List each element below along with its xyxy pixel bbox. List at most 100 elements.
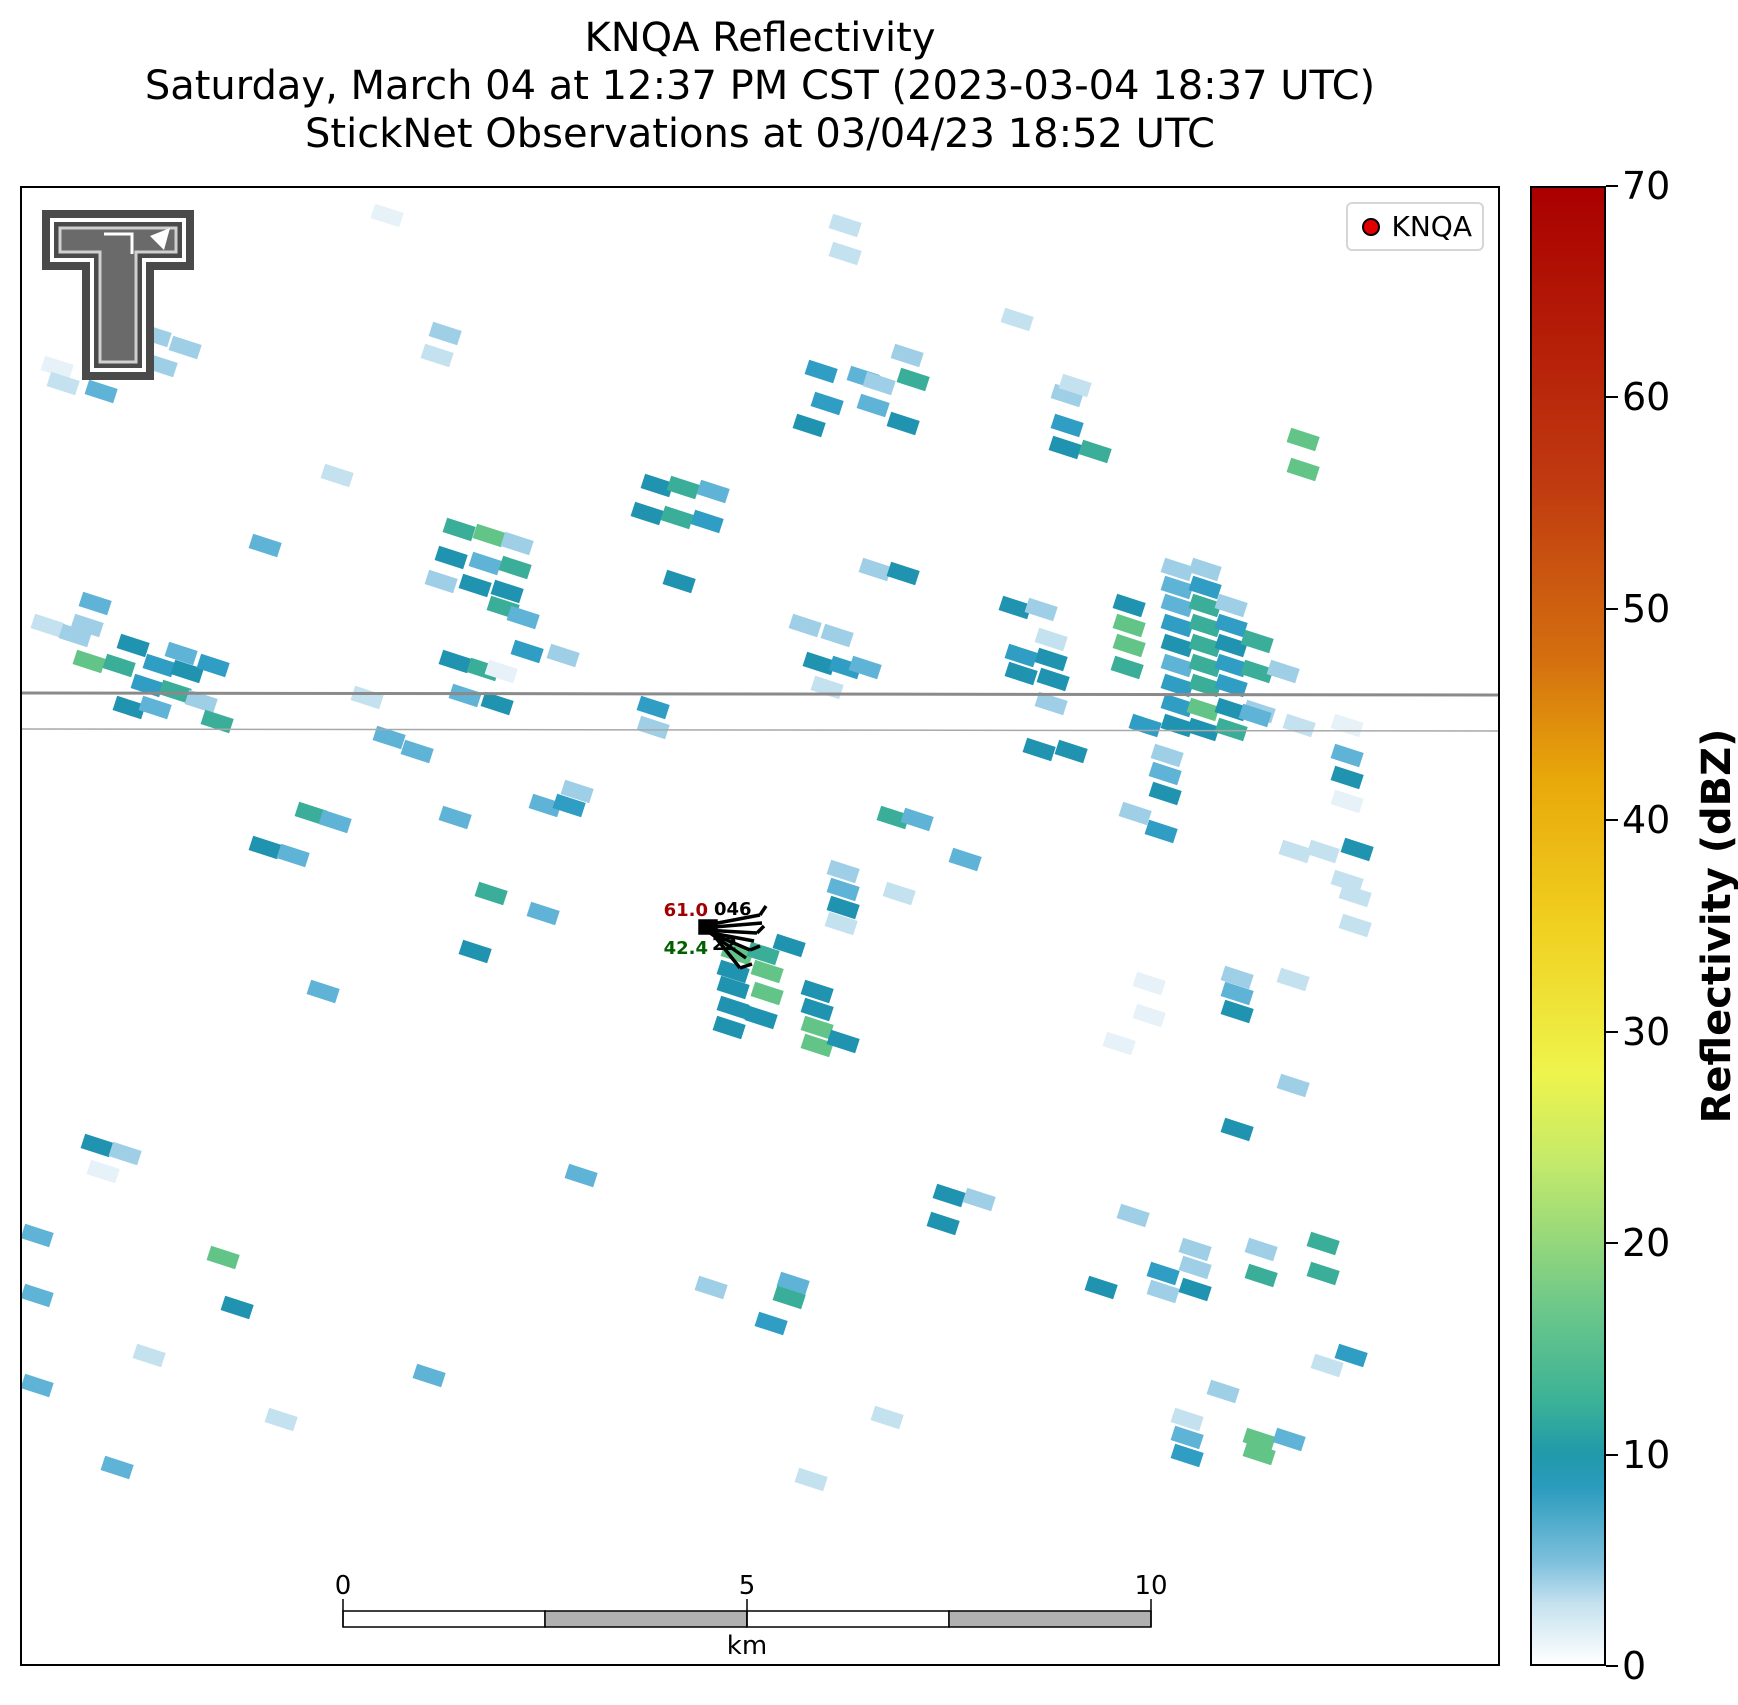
- echo-cell: [1160, 633, 1194, 658]
- echo-cell: [800, 979, 834, 1004]
- echo-cell: [1150, 743, 1184, 768]
- echo-cell: [1282, 713, 1316, 738]
- radar-map[interactable]: 61.0 42.4 046 22: [20, 186, 1500, 1666]
- echo-cell: [428, 321, 462, 346]
- echo-cell: [1178, 1277, 1212, 1302]
- echo-cell: [858, 557, 892, 582]
- echo-cell: [1238, 703, 1272, 728]
- echo-cell: [890, 343, 924, 368]
- echo-cell: [848, 655, 882, 680]
- echo-cell: [168, 335, 202, 360]
- echo-cell: [320, 463, 354, 488]
- echo-cell: [820, 623, 854, 648]
- echo-cell: [870, 1405, 904, 1430]
- echo-cell: [506, 605, 540, 630]
- echo-cell: [200, 709, 234, 734]
- echo-cell: [220, 1295, 254, 1320]
- echo-cell: [828, 655, 862, 680]
- echo-cell: [1160, 593, 1194, 618]
- echo-cell: [1244, 1263, 1278, 1288]
- reflectivity-echoes: [22, 203, 1374, 1492]
- echo-cell: [78, 591, 112, 616]
- echo-cell: [1330, 789, 1364, 814]
- echo-cell: [1188, 653, 1222, 678]
- echo-cell: [1170, 1407, 1204, 1432]
- colorbar-title: Reflectivity (dBZ): [1694, 728, 1738, 1124]
- echo-cell: [1128, 713, 1162, 738]
- echo-cell: [70, 613, 104, 638]
- radar-site-marker-icon: [1361, 217, 1380, 236]
- echo-cell: [826, 877, 860, 902]
- station-temperature: 61.0: [664, 900, 708, 921]
- echo-cell: [1186, 717, 1220, 742]
- echo-cell: [1306, 1261, 1340, 1286]
- colorbar-tick-label: 70: [1622, 164, 1671, 208]
- echo-cell: [458, 573, 492, 598]
- echo-cell: [696, 479, 730, 504]
- scale-segment: [342, 1610, 546, 1628]
- echo-cell: [1034, 647, 1068, 672]
- echo-cell: [716, 975, 750, 1000]
- echo-cell: [1102, 1031, 1136, 1056]
- echo-cell: [30, 613, 64, 638]
- echo-cell: [22, 1283, 54, 1308]
- echo-cell: [434, 545, 468, 570]
- station-dewpoint: 42.4: [664, 938, 708, 959]
- echo-cell: [1132, 1003, 1166, 1028]
- colorbar-tick-label: 0: [1622, 1644, 1647, 1688]
- echo-cell: [170, 659, 204, 684]
- reflectivity-field: 61.0 42.4 046 22: [22, 203, 1498, 1661]
- echo-cell: [716, 995, 750, 1020]
- echo-cell: [264, 1407, 298, 1432]
- echo-cell: [438, 649, 472, 674]
- echo-cell: [1330, 713, 1364, 738]
- echo-cell: [526, 901, 560, 926]
- echo-cell: [552, 793, 586, 818]
- echo-cell: [1340, 837, 1374, 862]
- echo-cell: [660, 505, 694, 530]
- echo-cell: [1084, 1275, 1118, 1300]
- echo-cell: [1132, 971, 1166, 996]
- station-pressure: 046: [714, 899, 752, 920]
- echo-cell: [1000, 307, 1034, 332]
- echo-cell: [772, 933, 806, 958]
- echo-cell: [420, 343, 454, 368]
- echo-cell: [810, 391, 844, 416]
- echo-cell: [412, 1363, 446, 1388]
- echo-cell: [1240, 629, 1274, 654]
- echo-cell: [248, 533, 282, 558]
- echo-cell: [1338, 913, 1372, 938]
- echo-cell: [900, 807, 934, 832]
- echo-cell: [1240, 659, 1274, 684]
- echo-cell: [1160, 713, 1194, 738]
- echo-cell: [80, 1133, 114, 1158]
- echo-cell: [1220, 1117, 1254, 1142]
- echo-cell: [1334, 1343, 1368, 1368]
- echo-cell: [248, 835, 282, 860]
- echo-cell: [510, 639, 544, 664]
- echo-cell: [560, 779, 594, 804]
- echo-cell: [158, 679, 192, 704]
- echo-cell: [1034, 691, 1068, 716]
- echo-cell: [1160, 673, 1194, 698]
- echo-cell: [896, 367, 930, 392]
- echo-cell: [802, 651, 836, 676]
- echo-cell: [1244, 1237, 1278, 1262]
- echo-cell: [1306, 1231, 1340, 1256]
- echo-cell: [306, 979, 340, 1004]
- echo-cell: [800, 1015, 834, 1040]
- echo-cell: [1220, 999, 1254, 1024]
- echo-cell: [370, 203, 404, 228]
- echo-cell: [826, 859, 860, 884]
- echo-cell: [1160, 557, 1194, 582]
- echo-cell: [442, 517, 476, 542]
- echo-cell: [294, 801, 328, 826]
- echo-cell: [776, 1271, 810, 1296]
- echo-cell: [86, 1159, 120, 1184]
- echo-cell: [1186, 697, 1220, 722]
- scale-unit: km: [727, 1631, 767, 1661]
- echo-cell: [1148, 761, 1182, 786]
- echo-cell: [498, 555, 532, 580]
- echo-cell: [116, 633, 150, 658]
- echo-cell: [1306, 839, 1340, 864]
